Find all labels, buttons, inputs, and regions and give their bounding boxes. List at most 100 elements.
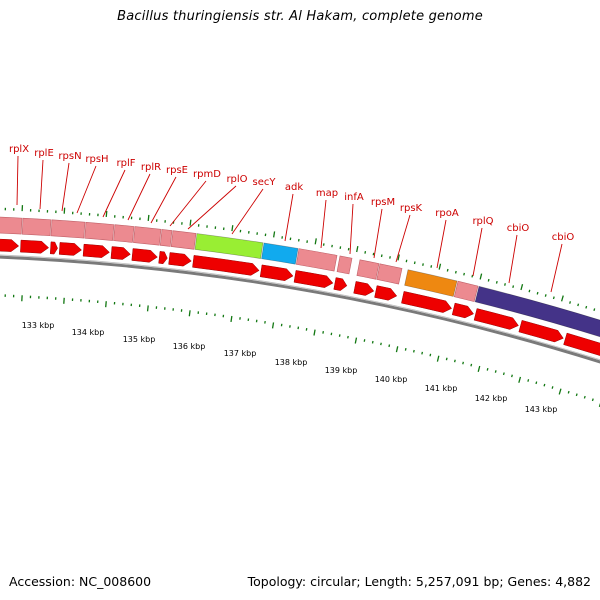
feature-block — [159, 229, 173, 247]
inner-minor-tick — [421, 351, 424, 355]
inner-minor-tick — [535, 381, 538, 385]
inner-major-tick — [558, 388, 562, 395]
outer-minor-tick — [487, 278, 490, 282]
cds-arrow — [473, 308, 519, 330]
kbp-label: 141 kbp — [425, 384, 458, 393]
feature-block — [113, 224, 135, 243]
inner-minor-tick — [567, 390, 570, 394]
outer-minor-tick — [422, 263, 424, 266]
inner-minor-tick — [486, 367, 489, 371]
gene-label: rplR — [141, 162, 161, 173]
inner-minor-tick — [429, 353, 432, 357]
cds-arrow — [168, 252, 192, 267]
feature-block — [376, 263, 403, 285]
gene-labels: rplX rplE rpsN rpsH rplF rplR rpsE rpmD rplO secY… — [9, 144, 574, 243]
feature-block — [50, 219, 86, 239]
inner-tick-track — [4, 294, 600, 408]
inner-minor-tick — [575, 393, 578, 397]
gene-label: rpsM — [371, 197, 395, 208]
outer-minor-tick — [405, 259, 408, 263]
outer-minor-tick — [454, 270, 457, 274]
inner-major-tick — [436, 355, 440, 362]
inner-minor-tick — [453, 359, 456, 363]
gene-label-leader — [550, 243, 563, 293]
cds-arrow — [131, 248, 158, 263]
inner-minor-tick — [462, 361, 465, 365]
gene-label: rplX — [9, 144, 29, 155]
cds-arrow — [49, 241, 58, 255]
outer-major-tick — [438, 263, 442, 270]
cds-arrow — [82, 243, 110, 258]
feature-block — [84, 221, 115, 241]
gene-label: rplO — [226, 174, 247, 185]
gene-label-leader — [127, 173, 151, 221]
feature-block — [404, 269, 458, 297]
outer-minor-tick — [389, 256, 391, 259]
outer-minor-tick — [471, 274, 474, 278]
gene-label-leader — [16, 155, 19, 206]
gene-label-leader — [76, 165, 97, 214]
feature-block — [261, 242, 299, 265]
gene-label: rplQ — [472, 216, 493, 227]
feature-block — [194, 233, 264, 259]
cds-arrow — [374, 285, 398, 301]
outer-major-tick — [189, 219, 192, 226]
inner-minor-tick — [388, 344, 391, 348]
cds-arrow-track — [0, 238, 600, 356]
outer-minor-tick — [495, 280, 498, 284]
cds-arrow — [0, 238, 20, 252]
gene-label-leader — [61, 162, 70, 212]
feature-block — [21, 217, 52, 237]
map-title: Bacillus thuringiensis str. Al Hakam, co… — [117, 9, 483, 24]
inner-minor-tick — [502, 372, 505, 376]
gene-label: rpsK — [400, 203, 423, 214]
gene-label: rpsH — [85, 154, 108, 165]
cds-arrow — [353, 281, 375, 296]
kbp-labels: 133 kbp 134 kbp 135 kbp 136 kbp 137 kbp 138 k… — [22, 321, 558, 414]
kbp-label: 138 kbp — [275, 358, 308, 367]
outer-minor-tick — [552, 296, 555, 300]
feature-block — [133, 226, 162, 246]
outer-minor-tick — [446, 268, 449, 272]
gene-label-leader — [472, 227, 483, 277]
cds-arrow — [333, 277, 348, 291]
gene-label: map — [316, 188, 338, 199]
gene-label: rpsN — [58, 151, 81, 162]
cds-arrow — [451, 302, 474, 319]
gene-label: adk — [285, 182, 303, 193]
gene-label: cbiO — [552, 232, 575, 243]
inner-major-tick — [313, 329, 316, 336]
inner-major-tick — [395, 346, 399, 353]
outer-major-tick — [272, 231, 276, 238]
inner-minor-tick — [527, 379, 530, 382]
gene-label-leader — [39, 159, 44, 210]
outer-minor-tick — [463, 272, 466, 276]
cds-arrow — [110, 246, 131, 260]
kbp-label: 137 kbp — [224, 349, 257, 358]
inner-minor-tick — [511, 374, 513, 378]
outer-minor-tick — [544, 294, 547, 297]
cds-arrow — [259, 264, 294, 281]
inner-minor-tick — [371, 340, 374, 344]
outer-major-tick — [314, 238, 317, 245]
inner-major-tick — [230, 315, 233, 323]
inner-minor-tick — [412, 349, 415, 353]
outer-minor-tick — [380, 254, 383, 258]
inner-minor-tick — [551, 386, 554, 389]
cds-arrow — [563, 332, 600, 356]
feature-block — [453, 280, 479, 302]
cds-arrow — [20, 239, 50, 254]
backbone-highlight — [0, 254, 600, 361]
outer-major-tick — [397, 254, 400, 261]
gene-label: rpmD — [193, 169, 221, 180]
genome-summary-text: Topology: circular; Length: 5,257,091 bp… — [247, 574, 591, 589]
outer-minor-tick — [593, 308, 596, 312]
inner-minor-tick — [363, 339, 366, 342]
gene-label-leader — [150, 176, 177, 224]
cds-arrow — [192, 255, 260, 276]
inner-minor-tick — [445, 357, 448, 361]
feature-block — [474, 285, 600, 338]
outer-major-tick — [231, 225, 234, 232]
gene-label-leader — [320, 199, 327, 249]
kbp-label: 140 kbp — [375, 375, 408, 384]
